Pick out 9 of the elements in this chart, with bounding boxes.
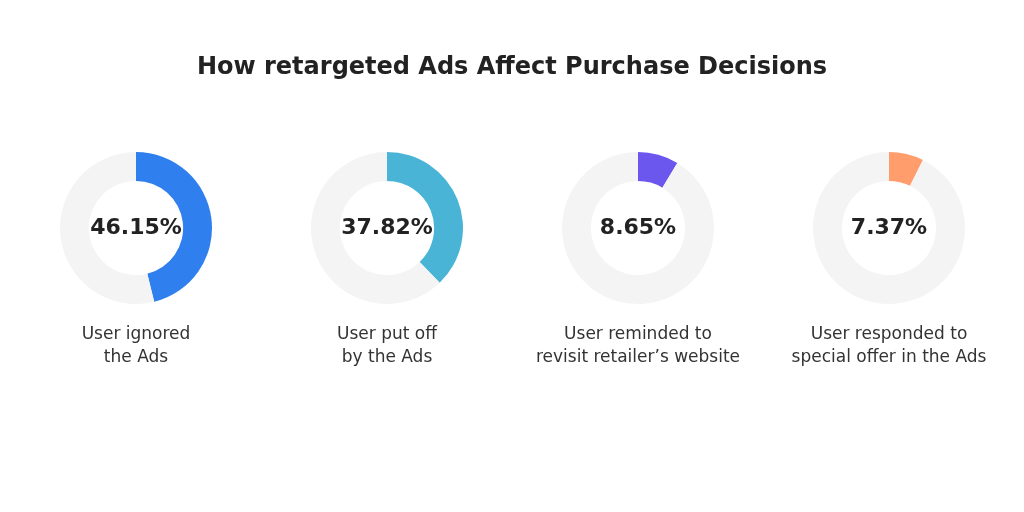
data-label: 7.37%	[850, 213, 928, 239]
text: How retargeted Ads Affect Purchase Decisions	[195, 52, 829, 80]
data-label: 37.82%	[341, 213, 433, 239]
data-label: 8.65%	[599, 213, 677, 239]
text: User put off by the Ads	[336, 322, 439, 368]
text: User responded to special offer in the Ads	[790, 322, 988, 368]
text: User ignored the Ads	[80, 322, 192, 368]
data-label: 46.15%	[90, 213, 182, 239]
text: User reminded to revisit retailer’s website	[534, 322, 742, 368]
